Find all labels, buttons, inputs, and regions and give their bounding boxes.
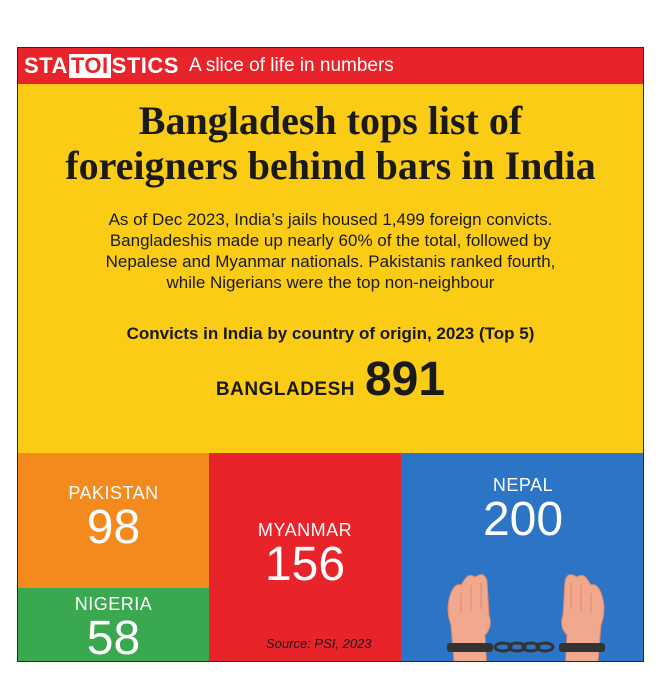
logo-part-stics: STICS xyxy=(111,53,179,78)
nepal-value: 200 xyxy=(482,493,564,546)
bangladesh-label-group: BANGLADESH 891 xyxy=(18,352,643,407)
summary-line-3: Nepalese and Myanmar nationals. Pakistan… xyxy=(105,252,556,271)
headline-line-1: Bangladesh tops list of xyxy=(138,98,523,143)
summary-line-2: Bangladeshis made up nearly 60% of the t… xyxy=(109,231,552,250)
summary-text: As of Dec 2023, India’s jails housed 1,4… xyxy=(38,209,623,293)
nigeria-label: NIGERIA xyxy=(74,594,153,614)
tile-nigeria: NIGERIA 58 xyxy=(18,588,209,662)
tile-nepal: NEPAL 200 xyxy=(401,453,643,661)
statoistics-logo: STA TOI STICS xyxy=(24,53,179,79)
logo-part-sta: STA xyxy=(24,53,68,78)
bangladesh-label: BANGLADESH xyxy=(215,379,355,400)
tagline: A slice of life in numbers xyxy=(188,55,394,76)
tile-pakistan: PAKISTAN 98 xyxy=(18,453,209,588)
infographic-frame: STA TOI STICS A slice of life in numbers B… xyxy=(17,47,644,662)
summary-line-4: while Nigerians were the top non-neighbo… xyxy=(166,273,495,292)
headline-line-2: foreigners behind bars in India xyxy=(65,143,596,188)
bangladesh-value: 891 xyxy=(364,353,446,406)
pakistan-value: 98 xyxy=(86,501,141,554)
myanmar-value: 156 xyxy=(264,538,346,591)
myanmar-label: MYANMAR xyxy=(257,520,353,540)
logo-part-toi: TOI xyxy=(68,53,111,78)
statoistics-banner: STA TOI STICS A slice of life in numbers xyxy=(18,48,643,84)
nigeria-value: 58 xyxy=(86,612,141,662)
headline: Bangladesh tops list of foreigners behin… xyxy=(18,98,643,188)
handcuffed-hands-icon xyxy=(447,574,605,661)
tile-bangladesh: Bangladesh tops list of foreigners behin… xyxy=(18,84,643,453)
nepal-label: NEPAL xyxy=(492,475,554,495)
pakistan-label: PAKISTAN xyxy=(68,483,159,503)
tile-myanmar: MYANMAR 156 xyxy=(209,453,401,661)
source-note: Source: PSI, 2023 xyxy=(266,636,372,651)
summary-line-1: As of Dec 2023, India’s jails housed 1,4… xyxy=(108,210,553,229)
chart-title: Convicts in India by country of origin, … xyxy=(126,324,535,343)
